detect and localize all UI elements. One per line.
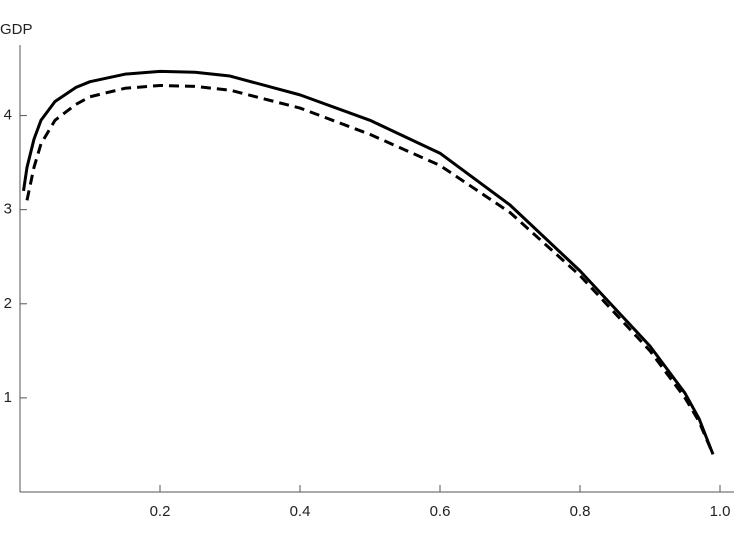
y-tick-label: 2 bbox=[4, 295, 12, 312]
x-tick-label: 0.8 bbox=[570, 503, 591, 520]
y-axis-label: GDP bbox=[0, 21, 33, 38]
line-series bbox=[25, 83, 715, 455]
x-tick-label: 0.6 bbox=[430, 503, 451, 520]
y-tick-label: 1 bbox=[4, 389, 12, 406]
y-tick-label: 3 bbox=[4, 201, 12, 218]
y-tick-label: 4 bbox=[4, 107, 12, 124]
line-series bbox=[22, 69, 715, 455]
x-tick-label: 0.4 bbox=[290, 503, 311, 520]
x-tick-label: 0.2 bbox=[150, 503, 171, 520]
x-tick-label: 1.0 bbox=[710, 503, 731, 520]
